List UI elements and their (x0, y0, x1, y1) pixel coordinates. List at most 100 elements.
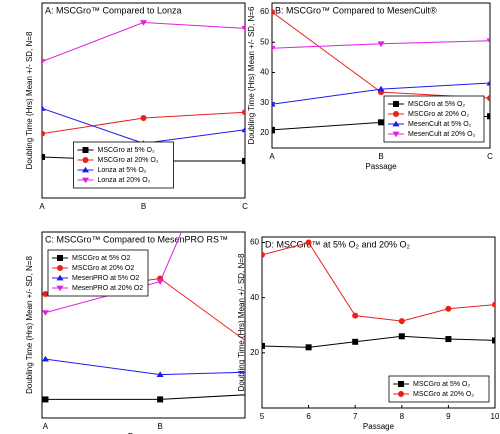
x-tick-label: 6 (306, 412, 311, 421)
legend-marker (82, 157, 89, 163)
legend-label: MSCGro at 20% O₂ (98, 157, 159, 164)
legend-marker (392, 131, 400, 138)
marker (272, 100, 276, 107)
legend-label: MSCGro at 20% O₂ (408, 111, 469, 118)
x-tick-label: 9 (446, 412, 451, 421)
marker (42, 310, 49, 316)
marker (486, 38, 490, 45)
legend-marker (57, 255, 63, 261)
x-axis-label: Passage (365, 162, 397, 171)
y-tick-label: 40 (260, 68, 269, 77)
legend-marker (398, 391, 404, 397)
x-tick-label: C (487, 152, 493, 161)
x-tick-label: 7 (353, 412, 358, 421)
marker (445, 305, 452, 312)
plot-frame (261, 236, 496, 409)
y-tick-label: 20 (250, 348, 259, 357)
series-line (262, 335, 495, 348)
chart-title: C: MSCGro™ Compared to MesenPRO RS™ (45, 234, 228, 244)
x-axis-label: Passage (363, 422, 395, 431)
series-line (262, 241, 495, 322)
x-tick-label: 8 (400, 412, 405, 421)
x-tick-label: A (269, 152, 275, 161)
marker (156, 371, 164, 377)
marker (305, 239, 312, 246)
legend-label: MSCGro at 5% O₂ (98, 147, 155, 154)
marker (272, 359, 278, 365)
legend-label: MesenCult at 20% O₂ (408, 131, 476, 138)
marker (272, 126, 275, 133)
y-axis-label: Doubling Time (Hrs) Mean +/- SD, N=8 (25, 256, 34, 394)
marker (242, 157, 245, 164)
plot-frame (41, 231, 246, 419)
marker (262, 342, 265, 349)
marker (42, 355, 49, 362)
legend-marker (393, 111, 399, 117)
y-tick-label: 60 (250, 238, 259, 247)
marker (398, 333, 405, 340)
x-tick-label: A (39, 202, 45, 211)
marker (157, 396, 164, 403)
series-line (42, 21, 245, 62)
y-axis-label: Doubling Time (Hrs) Mean +/- SD, N=8 (237, 253, 246, 391)
x-tick-label: B (141, 202, 146, 211)
legend-label: MesenPRO at 5% O2 (72, 275, 139, 282)
x-tick-label: 5 (260, 412, 265, 421)
marker (271, 368, 278, 374)
marker (42, 105, 46, 111)
plot-frame (41, 2, 246, 199)
marker (272, 45, 276, 52)
marker (398, 318, 405, 325)
marker (486, 79, 490, 86)
marker (241, 25, 245, 32)
marker (242, 109, 245, 116)
legend-marker (398, 381, 404, 387)
legend-marker (82, 177, 89, 184)
marker (352, 338, 359, 345)
plot-area (262, 239, 495, 351)
y-tick-label: 40 (250, 293, 259, 302)
chart-title: B: MSCGro™ Compared to MesenCult® (275, 5, 437, 15)
marker (42, 396, 49, 403)
legend-label: Lonza at 20% O₂ (98, 177, 151, 184)
chart-title: D: MSCGro™ at 5% O₂ and 20% O₂ (265, 239, 411, 249)
y-tick-label: 50 (260, 37, 269, 46)
chart-title: A: MSCGro™ Compared to Lonza (45, 5, 182, 15)
plot-frame (271, 2, 491, 149)
marker (42, 59, 46, 65)
marker (445, 336, 452, 343)
legend-label: MSCGro at 5% O2 (72, 255, 130, 262)
marker (352, 312, 359, 319)
marker (42, 130, 45, 137)
x-tick-label: C (242, 202, 248, 211)
marker (42, 291, 49, 297)
legend-box (388, 375, 490, 403)
y-axis-label: Doubling Time (Hrs) Mean +/- SD, N=6 (247, 6, 256, 144)
legend-label: MSCGro at 20% O2 (72, 265, 134, 272)
legend-marker (56, 274, 64, 281)
marker (492, 337, 495, 344)
legend-marker (82, 147, 89, 153)
legend-marker (393, 101, 399, 107)
legend-label: MSCGro at 5% O₂ (408, 101, 465, 108)
marker (262, 251, 265, 258)
legend-label: MesenCult at 5% O₂ (408, 121, 472, 128)
legend-marker (82, 166, 89, 173)
marker (140, 20, 147, 26)
x-tick-label: A (43, 422, 49, 431)
y-tick-label: 30 (260, 98, 269, 107)
marker (377, 85, 385, 92)
y-tick-label: 20 (260, 128, 269, 137)
legend-label: MSCGro at 5% O₂ (413, 381, 470, 388)
x-tick-label: B (378, 152, 383, 161)
y-tick-label: 60 (260, 7, 269, 16)
marker (272, 390, 278, 396)
y-axis-label: Doubling Time (Hrs) Mean +/- SD, N=8 (25, 31, 34, 169)
marker (272, 9, 275, 16)
marker (492, 301, 495, 308)
x-tick-label: B (157, 422, 162, 431)
legend-label: Lonza at 5% O₂ (98, 167, 147, 174)
marker (241, 126, 245, 133)
marker (487, 113, 490, 120)
